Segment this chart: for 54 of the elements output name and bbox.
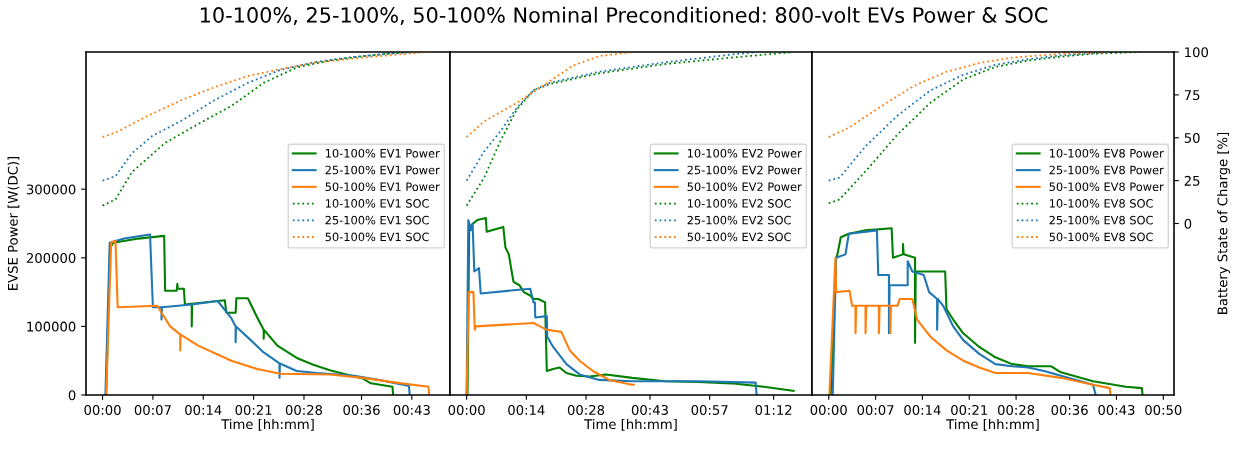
x-tick-label: 00:43 [631, 404, 668, 415]
y2-tick-label: 75 [1184, 90, 1200, 101]
x-tick-label: 00:14 [185, 404, 222, 415]
legend-label: 10-100% EV8 SOC [1049, 199, 1153, 208]
x-axis-title: Time [hh:mm] [584, 418, 677, 431]
x-tick-label: 00:36 [1051, 404, 1088, 415]
x-tick-label: 00:57 [691, 404, 728, 415]
y2-tick-label: 25 [1184, 175, 1200, 186]
x-tick-label: 00:21 [951, 404, 988, 415]
y-axis-title: EVSE Power [W(DC)] [7, 156, 20, 290]
x-tick-label: 00:07 [857, 404, 894, 415]
legend-label: 50-100% EV1 SOC [325, 232, 429, 242]
legend-label: 25-100% EV8 Power [1049, 165, 1164, 175]
x-tick-label: 00:14 [508, 404, 545, 415]
text: 10-100%, 25-100%, 50-100% Nominal Preconditioned: 800-volt EVs Power & SOC [200, 6, 1048, 25]
y2-tick-label: 100 [1185, 47, 1209, 58]
x-tick-label: 01:12 [755, 404, 792, 415]
legend-label: 10-100% EV1 SOC [325, 199, 429, 208]
x-tick-label: 00:36 [343, 404, 380, 415]
legend-label: 10-100% EV8 Power [1049, 148, 1164, 158]
y-tick-label: 300000 [26, 184, 76, 195]
x-tick-label: 00:21 [235, 404, 272, 415]
x-tick-label: 00:28 [285, 404, 323, 415]
legend-label: 25-100% EV1 SOC [325, 215, 429, 225]
x-tick-label: 00:43 [1098, 404, 1135, 415]
y-tick-label: 100000 [27, 321, 76, 332]
legend-label: 50-100% EV2 Power [687, 182, 802, 192]
x-axis-title: Time [hh:mm] [946, 418, 1039, 431]
x-tick-label: 00:07 [134, 404, 171, 415]
x-tick-label: 00:00 [84, 404, 121, 415]
y2-tick-label: 50 [1184, 132, 1200, 143]
x-tick-label: 00:14 [904, 404, 941, 415]
x-tick-label: 00:43 [393, 404, 430, 415]
x-tick-label: 00:50 [1145, 404, 1182, 415]
legend-label: 50-100% EV8 SOC [1049, 232, 1153, 242]
x-tick-label: 00:00 [448, 404, 485, 415]
x-tick-label: 00:28 [567, 404, 605, 415]
y-tick-label: 0 [68, 390, 76, 401]
legend-label: 10-100% EV1 Power [325, 148, 440, 158]
legend-label: 25-100% EV8 SOC [1049, 215, 1153, 225]
legend-label: 25-100% EV2 Power [687, 165, 802, 175]
legend-label: 10-100% EV2 SOC [687, 199, 791, 208]
legend-label: 50-100% EV1 Power [325, 182, 440, 192]
x-tick-label: 00:28 [997, 404, 1035, 415]
x-tick-label: 00:00 [810, 404, 847, 415]
y2-tick-label: 0 [1184, 218, 1192, 229]
y2-axis-title: Battery State of Charge [%] [1217, 132, 1231, 314]
legend-label: 25-100% EV2 SOC [687, 215, 791, 225]
x-axis-title: Time [hh:mm] [221, 418, 314, 431]
y-tick-label: 200000 [26, 253, 76, 263]
legend-label: 10-100% EV2 Power [687, 148, 802, 158]
legend-label: 50-100% EV8 Power [1049, 182, 1164, 192]
legend-label: 25-100% EV1 Power [325, 165, 440, 175]
legend-label: 50-100% EV2 SOC [687, 232, 791, 242]
